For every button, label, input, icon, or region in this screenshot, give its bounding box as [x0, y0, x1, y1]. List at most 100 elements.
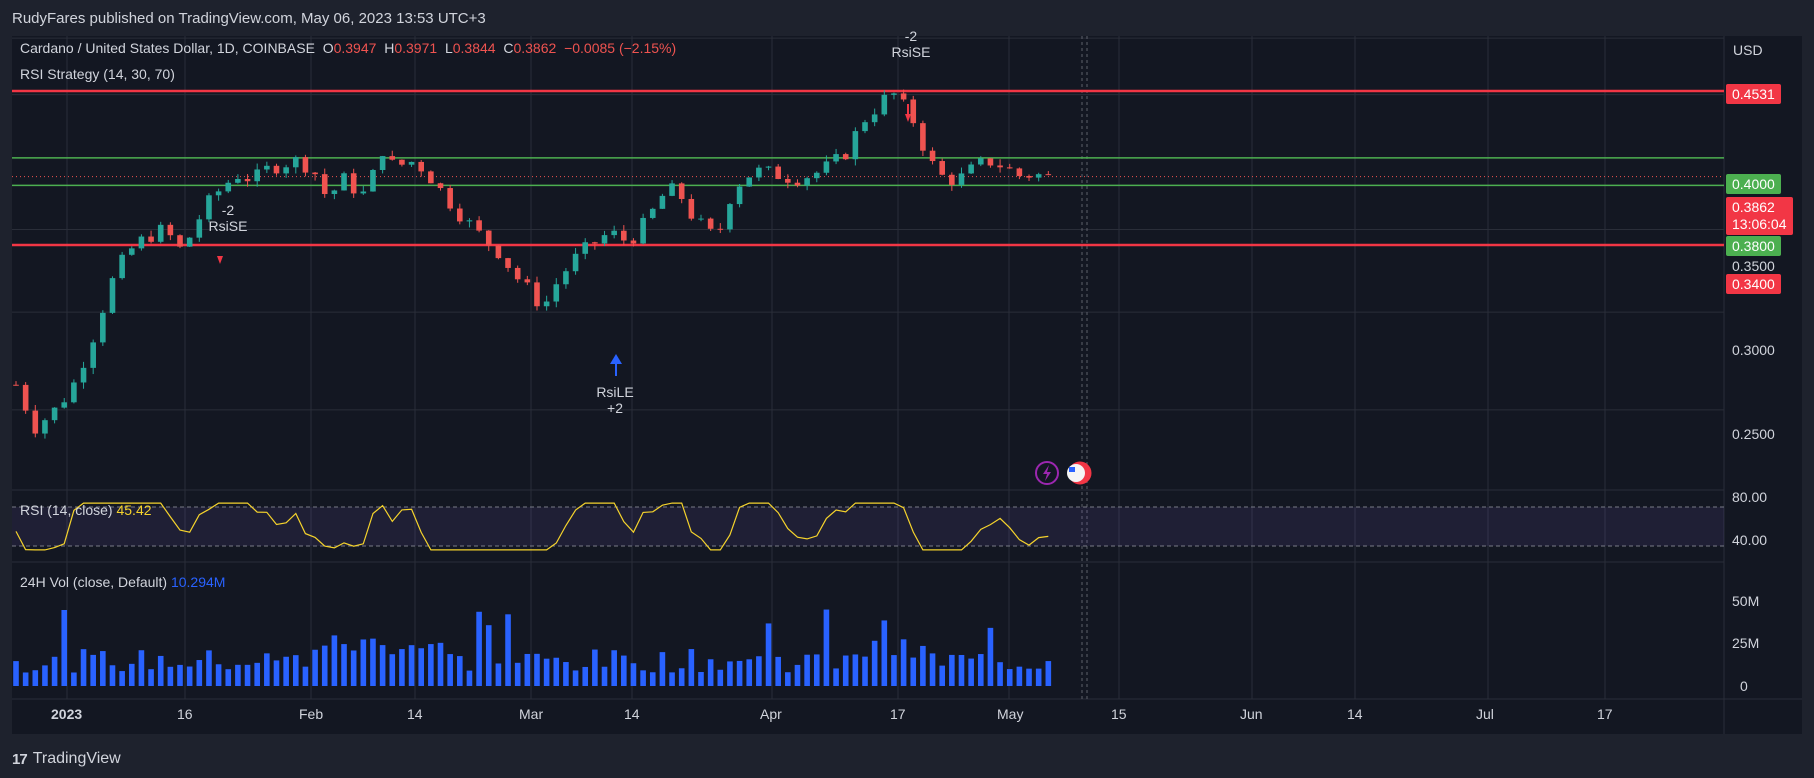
- volume-bar: [514, 662, 521, 686]
- volume-bar: [785, 672, 791, 686]
- tv-mark-icon: 17: [12, 750, 28, 768]
- candle-body: [804, 178, 810, 186]
- candle-body: [746, 177, 753, 187]
- signal-short-2: -2 RsiSE: [886, 28, 936, 60]
- tradingview-logo[interactable]: 17 TradingView: [12, 750, 121, 768]
- candle-body: [321, 174, 328, 195]
- candle-body: [370, 169, 376, 192]
- volume-bar: [823, 609, 830, 686]
- candle-body: [206, 195, 212, 220]
- volume-bar: [572, 670, 579, 686]
- candle-body: [215, 191, 222, 196]
- volume-bar: [601, 666, 608, 686]
- volume-bar: [920, 645, 926, 686]
- candle-body: [61, 402, 68, 408]
- candle-body: [649, 208, 656, 218]
- volume-bar: [254, 662, 260, 686]
- candle-body: [196, 219, 203, 238]
- volume-bar: [457, 656, 463, 686]
- price-tick-3000: 0.3000: [1732, 342, 1775, 358]
- signal-long-1-count: +2: [607, 400, 623, 416]
- open-value: 0.3947: [333, 40, 377, 56]
- flag-canton: [1069, 467, 1075, 472]
- candle-body: [254, 169, 260, 182]
- candle-body: [42, 420, 48, 434]
- candle-body: [138, 236, 145, 249]
- volume-bar: [794, 664, 801, 686]
- volume-bar: [167, 666, 174, 686]
- volume-bar: [813, 654, 820, 686]
- candle-body: [408, 161, 415, 165]
- volume-bar: [765, 623, 772, 686]
- rsi-title: RSI (14, close): [20, 502, 113, 518]
- volume-bar: [119, 671, 125, 686]
- candle-body: [341, 173, 347, 191]
- price-tag-3400: 0.3400: [1726, 274, 1781, 294]
- candle-body: [669, 183, 675, 196]
- volume-value: 10.294M: [170, 574, 226, 590]
- candle-body: [505, 258, 511, 268]
- candle-body: [331, 190, 338, 195]
- volume-bar: [563, 662, 569, 686]
- chart-svg[interactable]: [12, 36, 1802, 734]
- candle-body: [756, 167, 762, 178]
- volume-bar: [341, 644, 347, 686]
- volume-bar: [61, 609, 68, 686]
- volume-bar: [418, 648, 425, 686]
- volume-bar: [1035, 668, 1042, 686]
- candle-body: [736, 186, 743, 205]
- candle-body: [775, 166, 781, 179]
- volume-bar: [977, 654, 984, 686]
- signal-long-1-name: RsiLE: [596, 384, 634, 400]
- candle-body: [90, 342, 96, 368]
- candle-body: [399, 159, 405, 165]
- high-value: 0.3971: [394, 40, 438, 56]
- volume-bar: [1016, 666, 1023, 686]
- candle-body: [958, 173, 965, 185]
- volume-bar: [128, 663, 135, 686]
- volume-bar: [630, 663, 637, 686]
- time-label: Feb: [299, 706, 324, 722]
- candle-body: [929, 150, 936, 162]
- volume-bar: [621, 655, 627, 686]
- volume-bar: [543, 658, 550, 686]
- volume-bar: [842, 655, 849, 686]
- candle-body: [727, 204, 733, 230]
- candle-body: [514, 267, 521, 280]
- volume-bar: [582, 666, 589, 686]
- close-value: 0.3862: [513, 40, 557, 56]
- volume-bar: [688, 649, 695, 686]
- signal-short-1-count: -2: [221, 202, 235, 218]
- volume-bar: [283, 656, 289, 686]
- flag-icon: [1067, 464, 1085, 482]
- candle-body: [987, 158, 994, 166]
- volume-bar: [312, 649, 318, 686]
- volume-bar: [736, 660, 743, 686]
- volume-bar: [717, 669, 724, 686]
- volume-bar: [379, 645, 386, 686]
- volume-bar: [100, 651, 106, 686]
- volume-bar: [862, 656, 868, 686]
- volume-bar: [495, 663, 502, 686]
- volume-bar: [997, 662, 1003, 686]
- candle-body: [910, 99, 917, 124]
- change-value: −0.0085 (−2.15%): [564, 40, 677, 56]
- signal-markers: [217, 104, 1092, 485]
- volume-pane: [13, 609, 1052, 686]
- long-arrow-icon: [610, 354, 622, 364]
- candle-body: [611, 230, 617, 236]
- candle-body: [235, 178, 241, 183]
- volume-bar: [428, 644, 434, 686]
- candle-body: [476, 220, 482, 231]
- candle-body: [1026, 176, 1032, 178]
- volume-bar: [881, 620, 888, 686]
- candle-body: [949, 174, 955, 185]
- volume-bar: [177, 664, 183, 686]
- bar-countdown: 13:06:04: [1732, 216, 1787, 232]
- tradingview-brand: TradingView: [32, 750, 121, 767]
- candle-body: [447, 188, 453, 209]
- volume-bar: [669, 672, 675, 686]
- candle-body: [379, 156, 386, 170]
- chart-area[interactable]: Cardano / United States Dollar, 1D, COIN…: [12, 28, 1802, 734]
- time-label: 14: [407, 706, 423, 722]
